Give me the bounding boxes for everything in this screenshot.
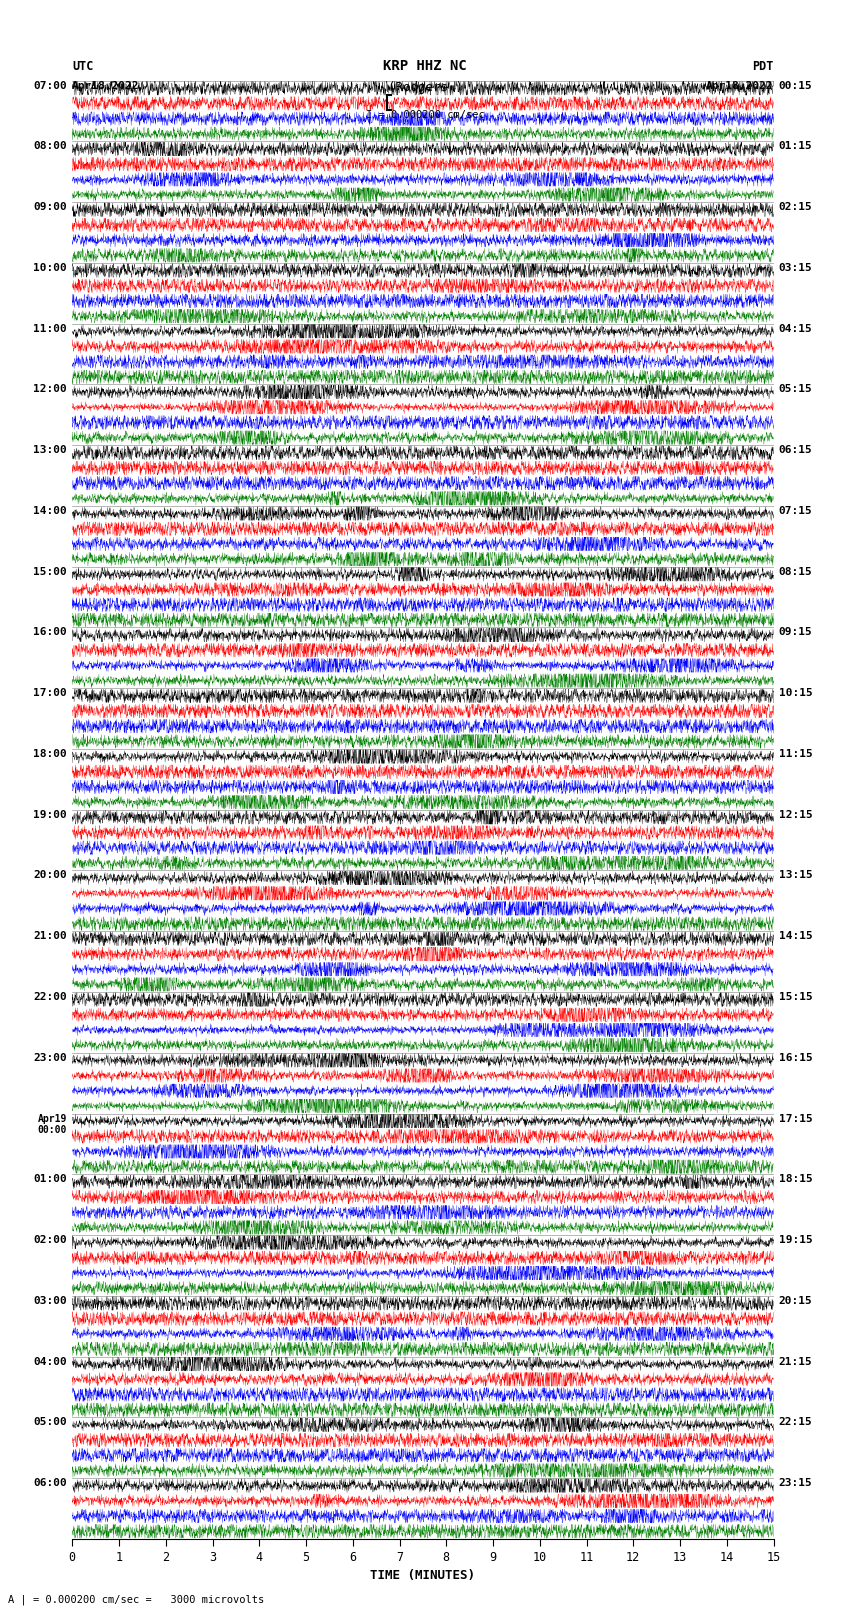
Text: 14:00: 14:00 <box>33 506 67 516</box>
Text: 15:15: 15:15 <box>779 992 813 1002</box>
Text: 01:00: 01:00 <box>33 1174 67 1184</box>
Text: 08:15: 08:15 <box>779 566 813 577</box>
Text: 13:15: 13:15 <box>779 871 813 881</box>
Text: 11:15: 11:15 <box>779 748 813 760</box>
Text: 14:15: 14:15 <box>779 931 813 942</box>
Text: 06:00: 06:00 <box>33 1478 67 1489</box>
Text: 07:15: 07:15 <box>779 506 813 516</box>
Text: Apr18,2022: Apr18,2022 <box>706 81 774 90</box>
Text: Apr18,2022: Apr18,2022 <box>72 81 139 90</box>
Text: 12:00: 12:00 <box>33 384 67 395</box>
Text: 20:15: 20:15 <box>779 1295 813 1307</box>
Text: 10:00: 10:00 <box>33 263 67 273</box>
Text: I = 0.000200 cm/sec: I = 0.000200 cm/sec <box>366 110 484 119</box>
Text: 04:00: 04:00 <box>33 1357 67 1366</box>
Text: 09:15: 09:15 <box>779 627 813 637</box>
Text: 05:00: 05:00 <box>33 1418 67 1428</box>
Text: 19:00: 19:00 <box>33 810 67 819</box>
Text: 23:00: 23:00 <box>33 1053 67 1063</box>
Text: 03:15: 03:15 <box>779 263 813 273</box>
Text: 21:00: 21:00 <box>33 931 67 942</box>
Text: 16:15: 16:15 <box>779 1053 813 1063</box>
Text: 17:15: 17:15 <box>779 1113 813 1124</box>
Text: (Rodgers ): (Rodgers ) <box>388 81 462 94</box>
Text: 10:15: 10:15 <box>779 689 813 698</box>
Text: UTC: UTC <box>72 60 94 73</box>
Text: 06:15: 06:15 <box>779 445 813 455</box>
Text: 17:00: 17:00 <box>33 689 67 698</box>
Text: 03:00: 03:00 <box>33 1295 67 1307</box>
Text: 23:15: 23:15 <box>779 1478 813 1489</box>
Text: 15:00: 15:00 <box>33 566 67 577</box>
Text: 12:15: 12:15 <box>779 810 813 819</box>
Text: 02:15: 02:15 <box>779 202 813 213</box>
Text: 09:00: 09:00 <box>33 202 67 213</box>
Text: 11:00: 11:00 <box>33 324 67 334</box>
Text: 18:00: 18:00 <box>33 748 67 760</box>
Text: 01:15: 01:15 <box>779 142 813 152</box>
Text: 13:00: 13:00 <box>33 445 67 455</box>
Text: PDT: PDT <box>752 60 774 73</box>
Text: 04:15: 04:15 <box>779 324 813 334</box>
Text: 05:15: 05:15 <box>779 384 813 395</box>
Text: 02:00: 02:00 <box>33 1236 67 1245</box>
Text: Apr19
00:00: Apr19 00:00 <box>37 1113 67 1136</box>
Text: 08:00: 08:00 <box>33 142 67 152</box>
Text: 22:00: 22:00 <box>33 992 67 1002</box>
Text: 18:15: 18:15 <box>779 1174 813 1184</box>
Text: KRP HHZ NC: KRP HHZ NC <box>383 58 467 73</box>
Text: A | = 0.000200 cm/sec =   3000 microvolts: A | = 0.000200 cm/sec = 3000 microvolts <box>8 1594 264 1605</box>
Text: 21:15: 21:15 <box>779 1357 813 1366</box>
Text: 16:00: 16:00 <box>33 627 67 637</box>
X-axis label: TIME (MINUTES): TIME (MINUTES) <box>371 1569 475 1582</box>
Text: 07:00: 07:00 <box>33 81 67 90</box>
Text: 22:15: 22:15 <box>779 1418 813 1428</box>
Text: 00:15: 00:15 <box>779 81 813 90</box>
Text: 19:15: 19:15 <box>779 1236 813 1245</box>
Text: 20:00: 20:00 <box>33 871 67 881</box>
